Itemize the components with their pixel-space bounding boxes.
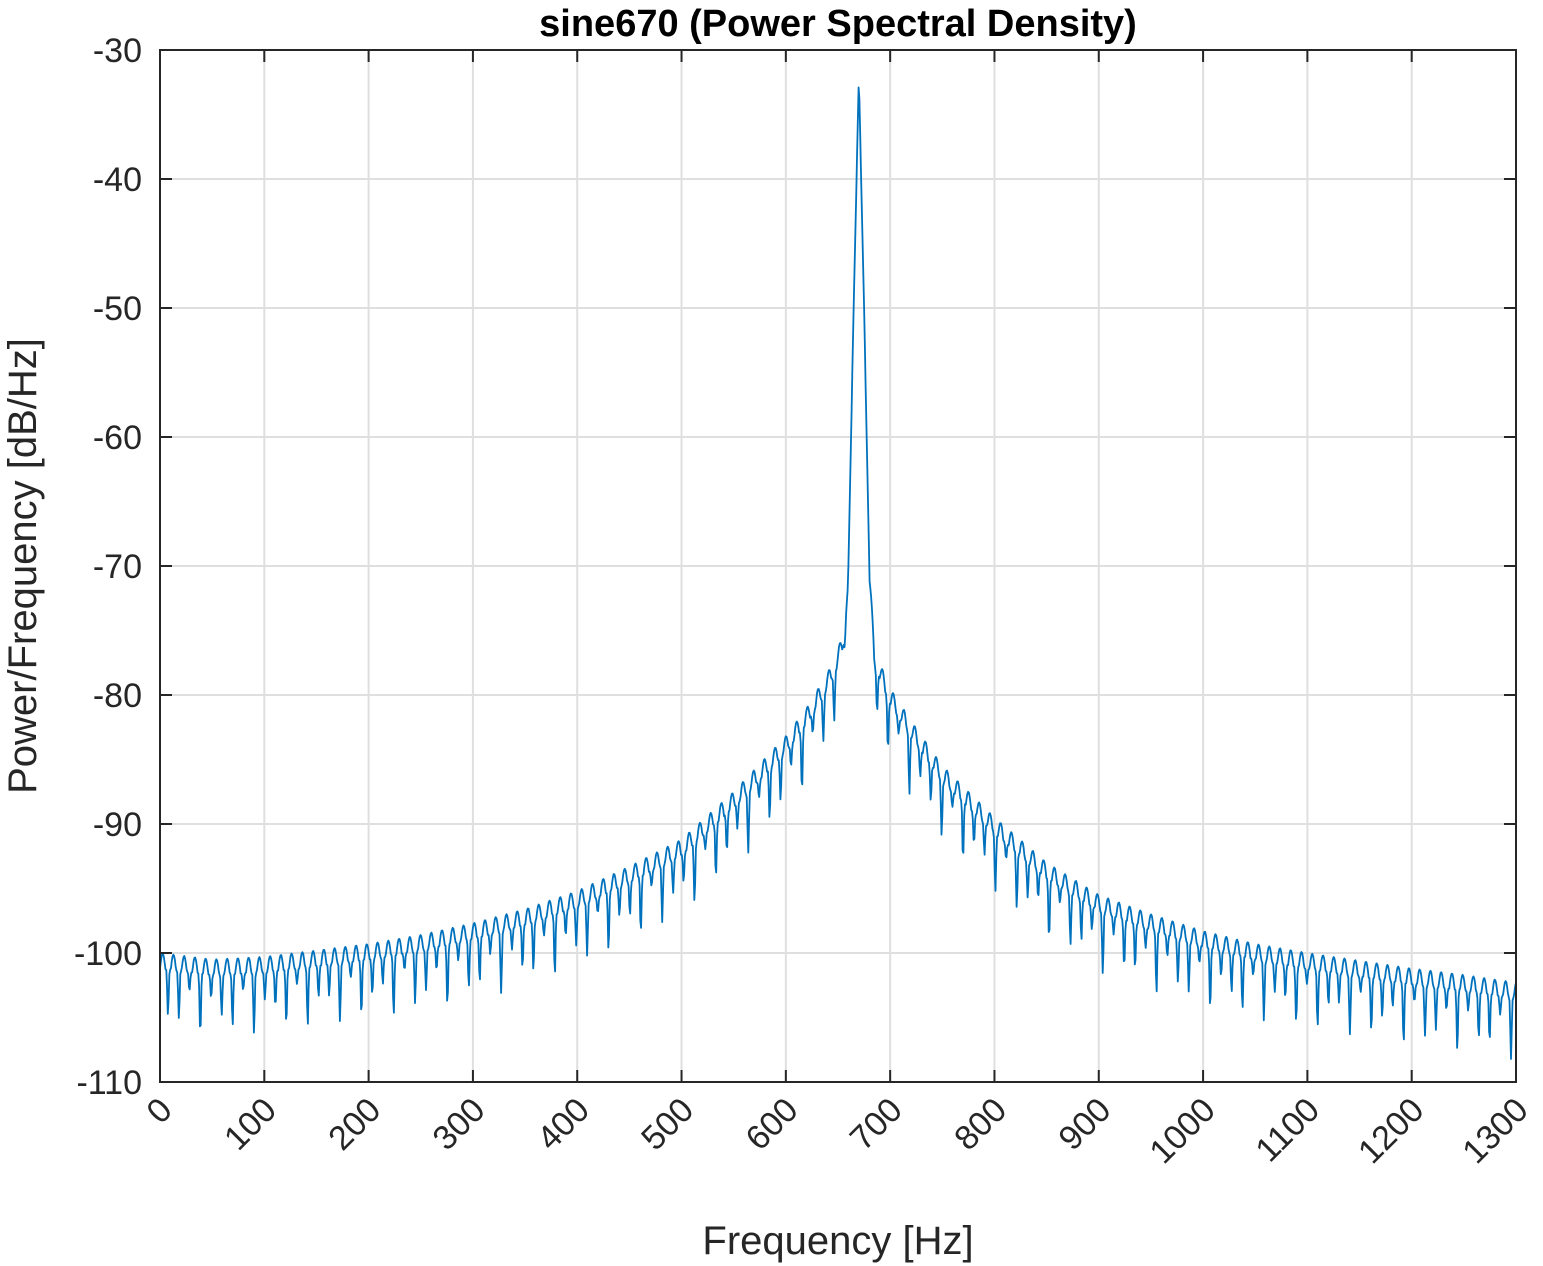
x-tick-label: 700 bbox=[843, 1091, 910, 1158]
psd-line bbox=[159, 86, 1517, 1060]
psd-series bbox=[159, 86, 1517, 1060]
y-tick-label: -40 bbox=[93, 161, 142, 199]
y-tick-label: -50 bbox=[93, 290, 142, 328]
x-tick-label: 500 bbox=[634, 1091, 701, 1158]
x-tick-label: 200 bbox=[321, 1091, 388, 1158]
chart-title: sine670 (Power Spectral Density) bbox=[539, 3, 1137, 45]
y-tick-label: -30 bbox=[93, 32, 142, 70]
x-tick-label: 1100 bbox=[1248, 1091, 1327, 1170]
y-axis-label: Power/Frequency [dB/Hz] bbox=[1, 338, 45, 794]
x-axis-label: Frequency [Hz] bbox=[702, 1219, 973, 1263]
x-tick-labels: 0 100 200 300 400 500 600 700 800 900 1000 1100 1200… bbox=[139, 1091, 1535, 1171]
y-tick-label: -70 bbox=[93, 548, 142, 586]
x-tick-label: 900 bbox=[1051, 1091, 1118, 1158]
y-tick-label: -60 bbox=[93, 419, 142, 457]
x-tick-label: 1200 bbox=[1351, 1091, 1431, 1171]
y-tick-label: -100 bbox=[74, 935, 142, 973]
y-tick-label: -90 bbox=[93, 806, 142, 844]
x-tick-label: 100 bbox=[217, 1091, 284, 1158]
tick-marks bbox=[159, 49, 1517, 1083]
x-tick-label: 400 bbox=[530, 1091, 597, 1158]
x-tick-label: 1000 bbox=[1142, 1091, 1222, 1171]
x-tick-label: 0 bbox=[139, 1091, 179, 1131]
x-tick-label: 300 bbox=[426, 1091, 493, 1158]
x-tick-label: 600 bbox=[739, 1091, 806, 1158]
x-tick-label: 1300 bbox=[1455, 1091, 1535, 1171]
y-tick-label: -80 bbox=[93, 677, 142, 715]
y-tick-label: -110 bbox=[76, 1064, 142, 1102]
x-tick-label: 800 bbox=[947, 1091, 1014, 1158]
y-tick-labels: -30 -40 -50 -60 -70 -80 -90 -100 -110 bbox=[74, 32, 142, 1102]
